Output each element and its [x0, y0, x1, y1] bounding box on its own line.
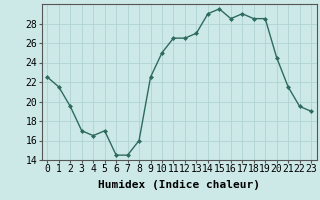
X-axis label: Humidex (Indice chaleur): Humidex (Indice chaleur): [98, 180, 260, 190]
